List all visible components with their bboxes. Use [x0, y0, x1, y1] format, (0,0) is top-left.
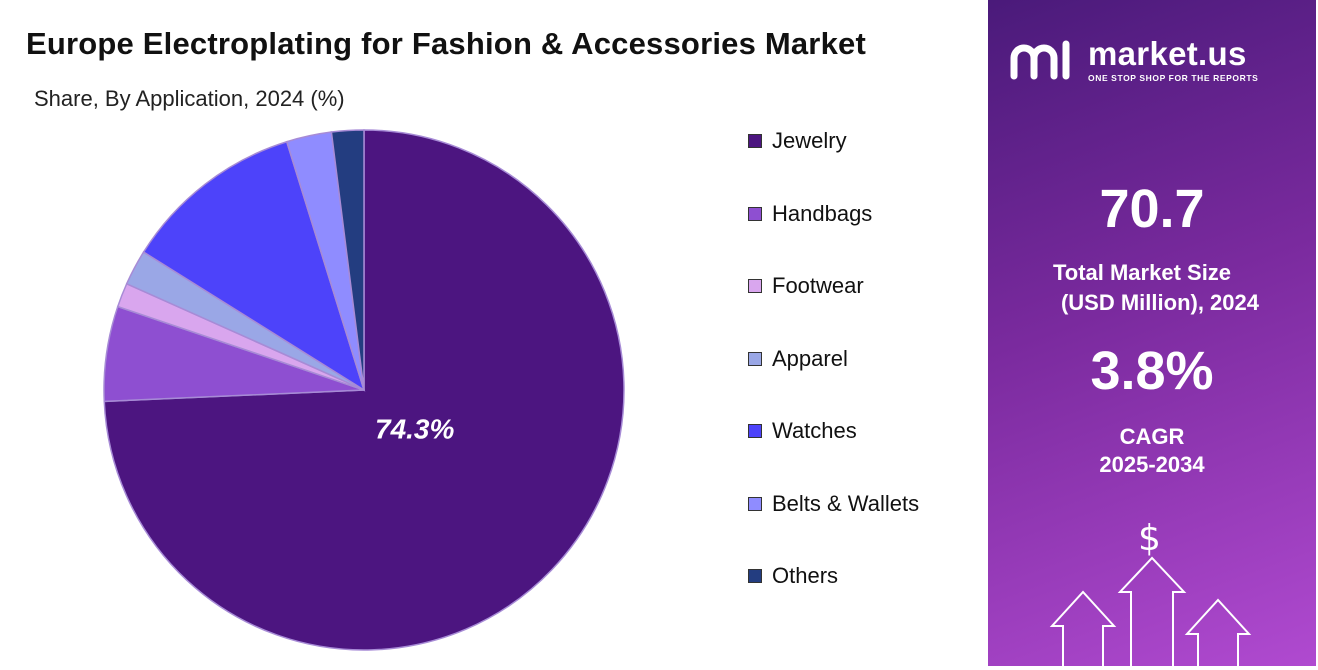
chart-subtitle: Share, By Application, 2024 (%): [34, 86, 345, 111]
dollar-sign-icon: $: [1138, 518, 1161, 559]
brand-tagline: ONE STOP SHOP FOR THE REPORTS: [1088, 73, 1259, 83]
legend-item: Handbags: [748, 199, 872, 229]
legend-label: Apparel: [772, 345, 848, 371]
legend-item: Belts & Wallets: [748, 489, 919, 519]
cagr-label-line1: CAGR: [1119, 424, 1185, 449]
legend-label: Others: [772, 563, 839, 588]
market-size-label-line1: Total Market Size: [1052, 260, 1232, 285]
cagr-value: 3.8%: [1090, 341, 1214, 401]
pie-data-label: 74.3%: [375, 414, 454, 445]
chart-panel: Europe Electroplating for Fashion & Acce…: [26, 26, 920, 651]
legend-swatch: [748, 496, 762, 511]
summary-panel: market.us ONE STOP SHOP FOR THE REPORTS …: [988, 0, 1316, 666]
market-us-logo-icon: [1010, 40, 1070, 80]
pie-slice-others: [330, 129, 365, 391]
growth-arrows-icon: [1049, 556, 1252, 666]
legend-swatch: [748, 351, 762, 366]
legend-swatch: [748, 569, 762, 583]
legend-label: Watches: [772, 418, 857, 443]
legend-item: Footwear: [748, 271, 864, 301]
brand-logo: market.us ONE STOP SHOP FOR THE REPORTS: [1010, 36, 1258, 84]
legend-swatch: [748, 134, 762, 148]
legend-item: Apparel: [748, 344, 848, 374]
legend-swatch: [748, 206, 762, 221]
cagr-label-line2: 2025-2034: [1099, 452, 1205, 477]
legend-label: Belts & Wallets: [772, 490, 920, 516]
legend-label: Handbags: [772, 200, 873, 226]
legend-item: Others: [748, 561, 838, 591]
market-size-label-line2: (USD Million), 2024: [1060, 290, 1260, 315]
legend-item: Jewelry: [748, 126, 847, 156]
market-size-value: 70.7: [1099, 179, 1205, 239]
pie-slice-watches: [142, 140, 366, 392]
legend-label: Jewelry: [772, 128, 847, 153]
legend-label: Footwear: [772, 273, 864, 298]
legend-swatch: [748, 279, 762, 293]
brand-name: market.us: [1088, 35, 1247, 72]
chart-title: Europe Electroplating for Fashion & Acce…: [26, 26, 866, 61]
legend-swatch: [748, 424, 762, 438]
pie-chart: 74.3%: [103, 129, 625, 651]
legend-item: Watches: [748, 416, 857, 446]
